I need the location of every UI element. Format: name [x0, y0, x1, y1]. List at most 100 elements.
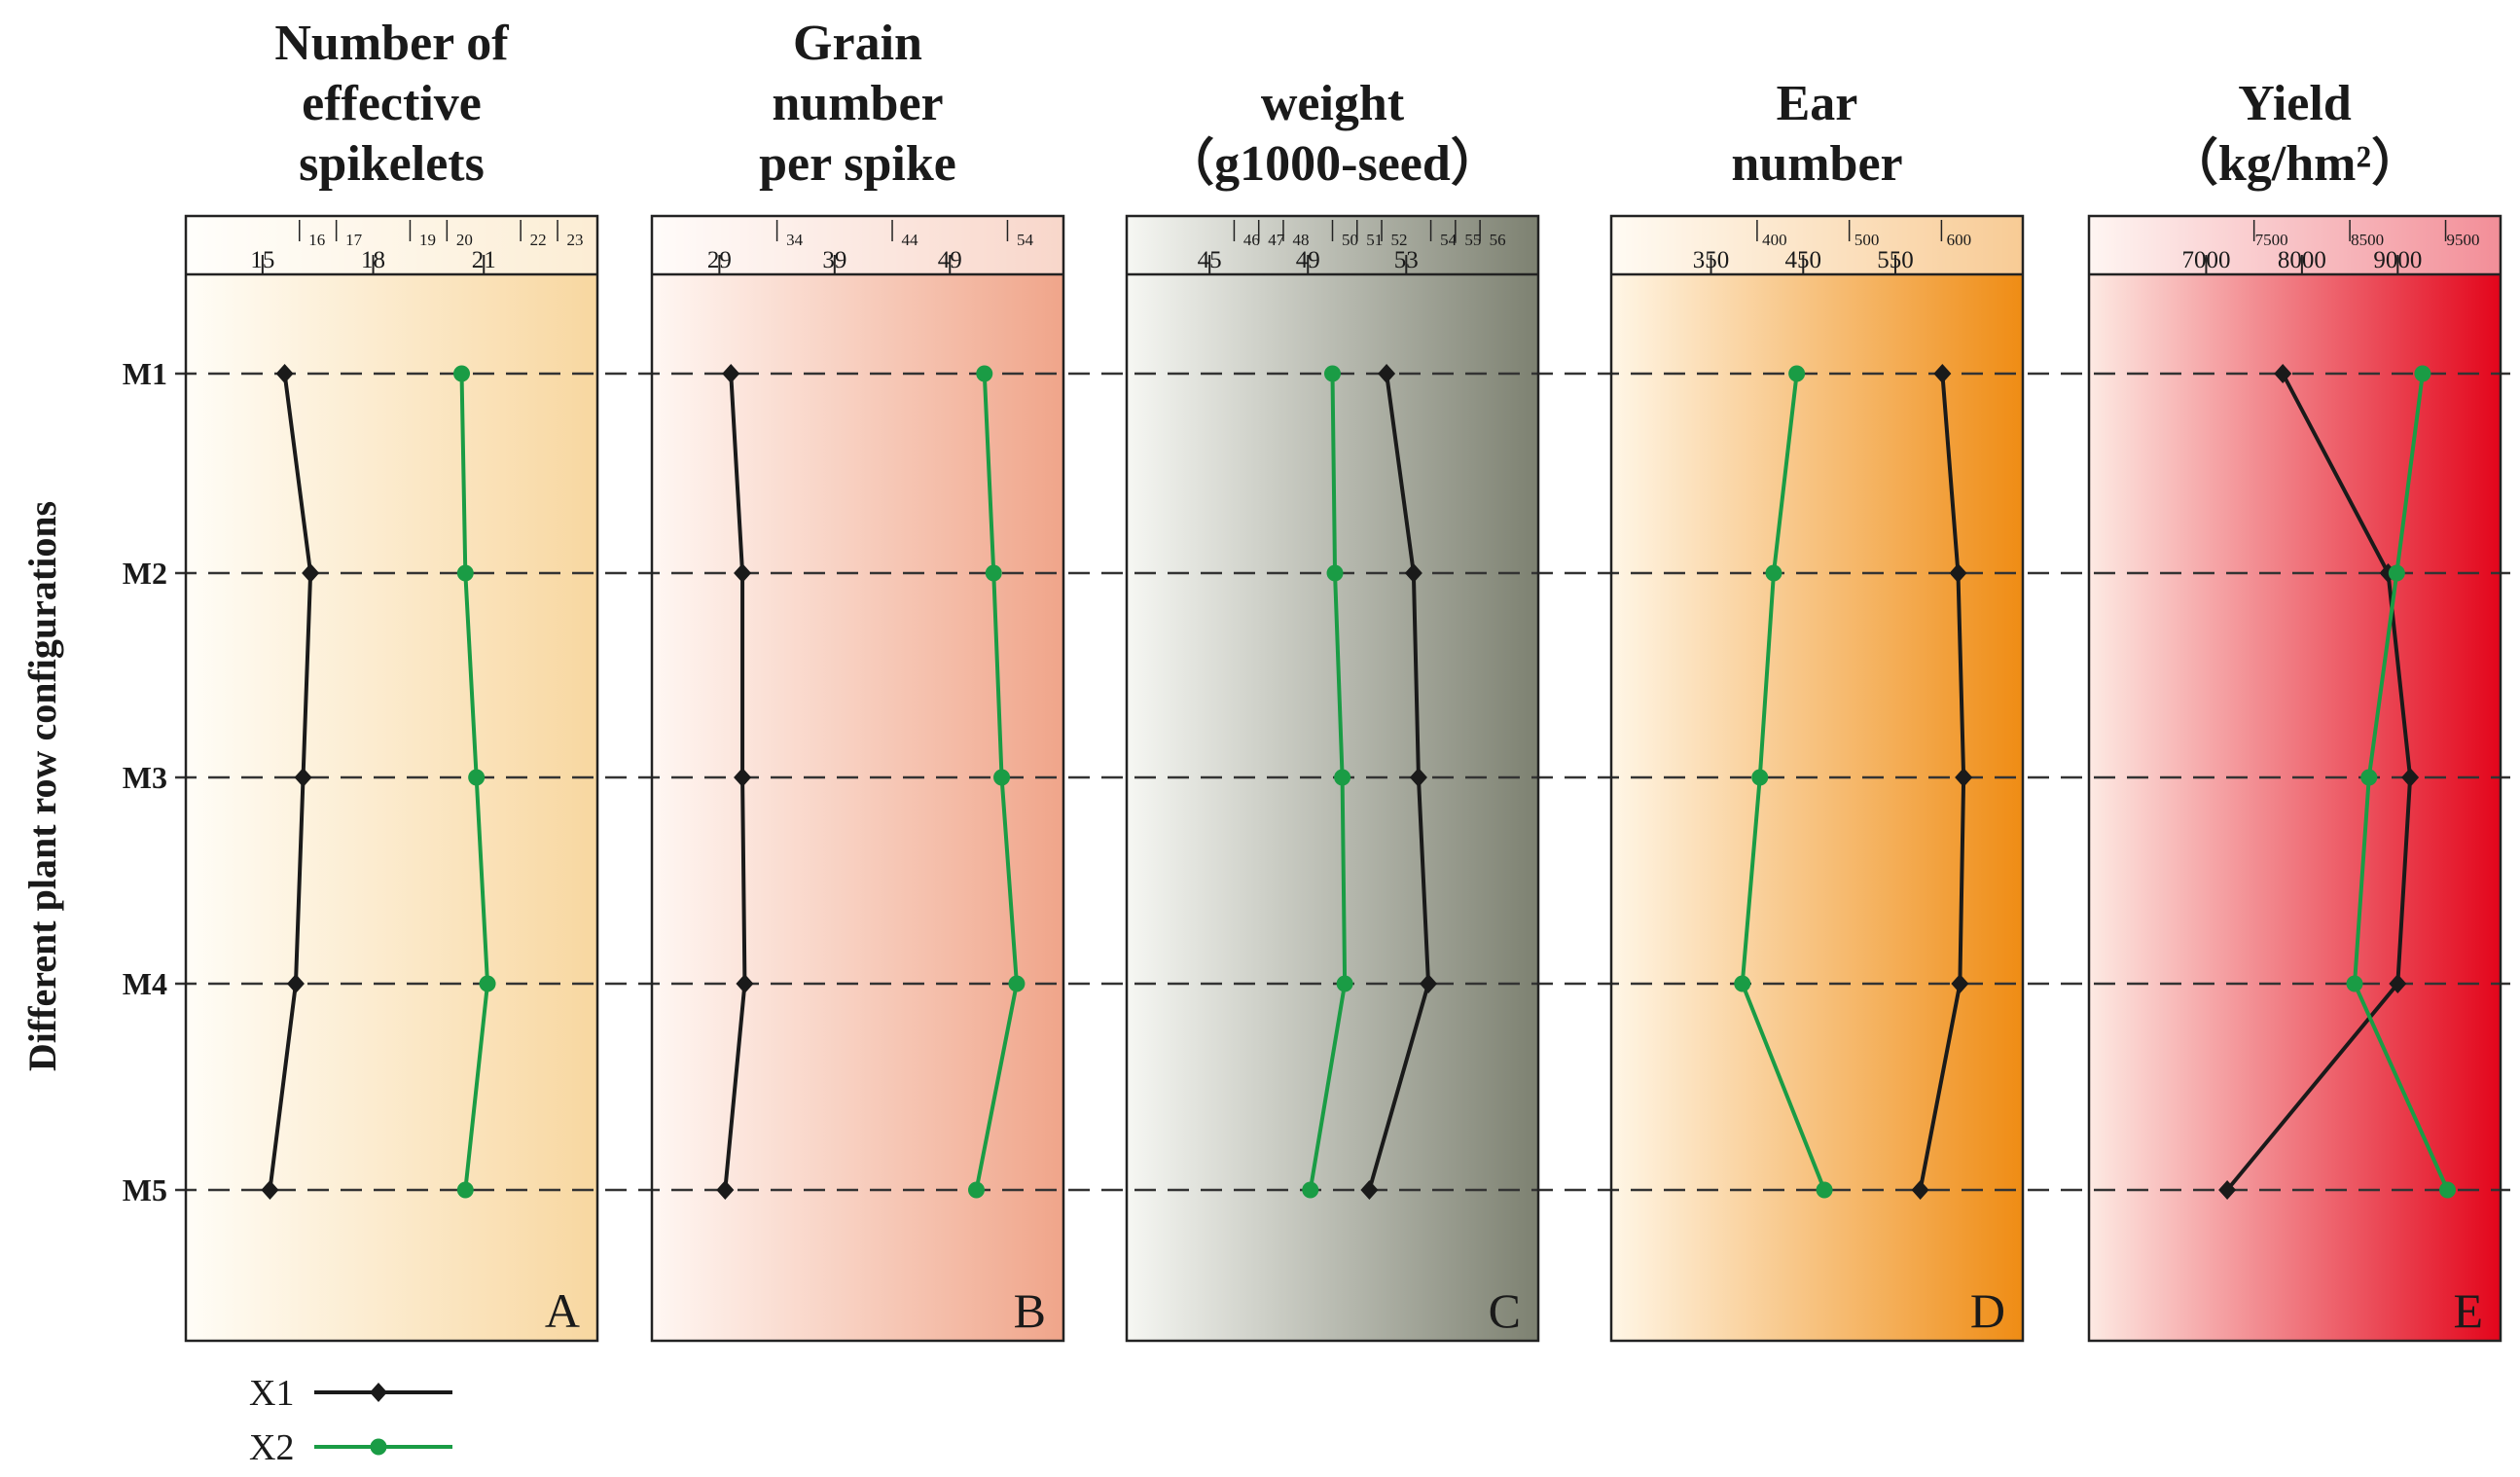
data-point-x1	[1378, 364, 1396, 383]
tick-label-minor: 600	[1947, 231, 1972, 249]
tick-label-major: 53	[1394, 247, 1419, 273]
tick-label-minor: 46	[1243, 231, 1260, 249]
data-point-x2	[1302, 1181, 1319, 1199]
panel-letter-d: D	[1970, 1283, 2005, 1338]
data-point-x2	[456, 564, 474, 582]
data-point-x2	[985, 564, 1002, 582]
tick-label-minor: 54	[1440, 231, 1458, 249]
data-point-x1	[2274, 364, 2292, 383]
data-point-x1	[716, 1180, 735, 1200]
panel-letter-b: B	[1014, 1283, 1046, 1338]
data-point-x1	[1911, 1180, 1929, 1200]
data-point-x1	[722, 364, 740, 383]
panel-frame-e	[2087, 214, 2502, 1343]
tick-label-major: 18	[361, 247, 385, 273]
data-point-x2	[2439, 1181, 2457, 1199]
axis-band	[652, 216, 1063, 274]
panel-title-line: Grain	[793, 16, 922, 71]
panel-letter-e: E	[2453, 1283, 2483, 1338]
data-point-x2	[1734, 975, 1751, 992]
tick-label-major: 39	[822, 247, 846, 273]
tick-label-minor: 17	[345, 231, 363, 249]
tick-label-minor: 56	[1490, 231, 1506, 249]
data-point-x1	[736, 974, 754, 993]
tick-label-minor: 19	[419, 231, 436, 249]
tick-label-minor: 51	[1366, 231, 1383, 249]
row-label-m5: M5	[123, 1172, 167, 1207]
data-point-x1	[1360, 1180, 1379, 1200]
y-axis-label: Different plant row configurations	[20, 501, 64, 1071]
tick-label-major: 49	[1296, 247, 1320, 273]
data-point-x2	[479, 975, 496, 992]
legend-label-x1: X1	[249, 1373, 294, 1414]
axis-band	[2089, 216, 2501, 274]
tick-label-minor: 23	[567, 231, 584, 249]
legend-marker-x1	[370, 1383, 387, 1402]
tick-label-major: 7000	[2181, 247, 2230, 273]
tick-label-major: 450	[1785, 247, 1822, 273]
panel-title-line: Number of	[274, 16, 509, 71]
panel-frame-b	[650, 214, 1065, 1343]
data-point-x2	[2360, 769, 2378, 786]
panel-title-line: （kg/hm²）	[2168, 135, 2422, 192]
panel-title-line: effective	[302, 76, 482, 131]
panel-frame-a	[184, 214, 599, 1343]
tick-label-minor: 48	[1292, 231, 1309, 249]
axis-band	[1611, 216, 2023, 274]
tick-label-minor: 44	[902, 231, 919, 249]
data-point-x2	[1765, 564, 1782, 582]
tick-label-minor: 52	[1391, 231, 1408, 249]
axis-band	[186, 216, 597, 274]
legend-label-x2: X2	[249, 1427, 294, 1468]
data-point-x1	[734, 768, 752, 787]
tick-label-major: 29	[707, 247, 732, 273]
tick-label-minor: 20	[456, 231, 473, 249]
tick-label-major: 9000	[2373, 247, 2422, 273]
tick-label-minor: 9500	[2447, 231, 2480, 249]
tick-label-major: 350	[1693, 247, 1730, 273]
panel-letter-c: C	[1489, 1283, 1521, 1338]
data-point-x2	[1336, 975, 1353, 992]
panel-title-line: （g1000-seed）	[1164, 135, 1501, 192]
data-point-x1	[2218, 1180, 2237, 1200]
data-point-x1	[275, 364, 294, 383]
data-point-x1	[2401, 768, 2420, 787]
tick-label-minor: 22	[530, 231, 547, 249]
data-point-x1	[2389, 974, 2407, 993]
data-point-x1	[1420, 974, 1438, 993]
panel-frame-d	[1609, 214, 2025, 1343]
tick-label-major: 550	[1877, 247, 1914, 273]
tick-label-major: 15	[250, 247, 274, 273]
data-point-x2	[1326, 564, 1344, 582]
data-point-x2	[1008, 975, 1026, 992]
data-point-x1	[1404, 563, 1422, 583]
data-point-x1	[286, 974, 305, 993]
tick-label-major: 8000	[2278, 247, 2326, 273]
data-point-x2	[1751, 769, 1769, 786]
data-point-x1	[261, 1180, 279, 1200]
tick-label-minor: 500	[1854, 231, 1880, 249]
data-point-x2	[456, 1181, 474, 1199]
panel-title-line: Ear	[1777, 76, 1858, 131]
data-point-x2	[967, 1181, 985, 1199]
tick-label-minor: 34	[786, 231, 804, 249]
panel-title-line: per spike	[759, 136, 956, 192]
panel-letter-a: A	[545, 1283, 580, 1338]
tick-label-minor: 55	[1464, 231, 1481, 249]
data-point-x2	[453, 365, 471, 382]
data-point-x2	[976, 365, 993, 382]
panel-title-line: number	[1731, 136, 1902, 192]
panel-title-line: Yield	[2238, 76, 2352, 131]
data-point-x2	[1816, 1181, 1833, 1199]
data-point-x2	[993, 769, 1011, 786]
data-point-x1	[1955, 768, 1973, 787]
data-point-x1	[1409, 768, 1427, 787]
tick-label-minor: 8500	[2351, 231, 2384, 249]
data-point-x1	[302, 563, 320, 583]
data-point-x2	[468, 769, 486, 786]
panel-title-line: weight	[1261, 76, 1405, 131]
tick-label-major: 45	[1198, 247, 1222, 273]
data-point-x1	[1949, 563, 1967, 583]
data-point-x1	[1951, 974, 1969, 993]
panel-title-line: spikelets	[299, 136, 485, 192]
